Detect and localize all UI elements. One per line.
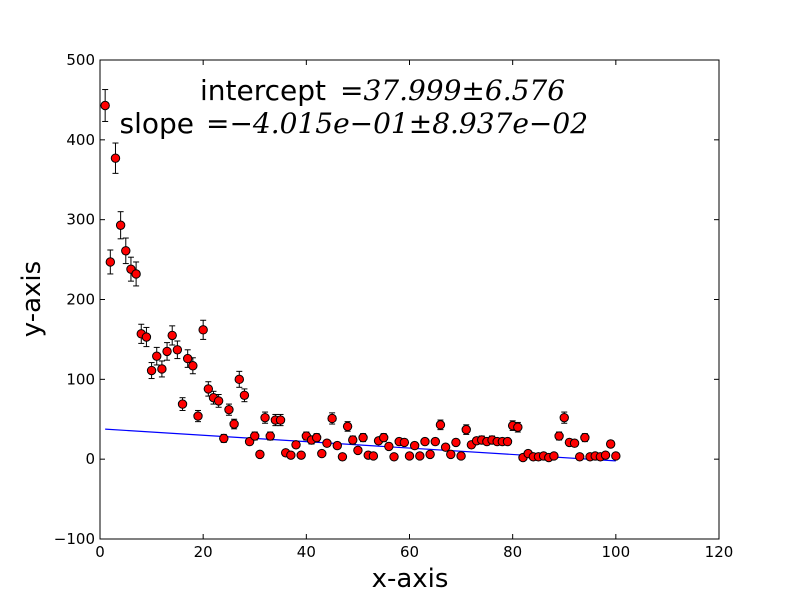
- data-point: [353, 445, 363, 456]
- data-point: [425, 449, 435, 460]
- data-point: [172, 345, 183, 355]
- data-point: [461, 424, 471, 435]
- data-point: [435, 420, 446, 430]
- x-tick-label: 100: [602, 543, 631, 561]
- data-point: [368, 451, 379, 461]
- annotation-slope-label: slope: [120, 107, 195, 140]
- data-point: [100, 100, 110, 111]
- data-point: [286, 450, 296, 460]
- x-tick-label: 60: [400, 543, 419, 561]
- data-point: [234, 374, 244, 385]
- data-point: [115, 220, 126, 230]
- data-point: [224, 404, 234, 415]
- data-point: [105, 257, 116, 267]
- data-point: [265, 431, 275, 441]
- data-point: [399, 437, 410, 448]
- data-point: [198, 325, 208, 335]
- data-point: [605, 439, 616, 449]
- data-point: [219, 433, 229, 444]
- data-point: [358, 432, 368, 443]
- data-point: [554, 431, 564, 441]
- data-point: [296, 450, 306, 460]
- data-point: [177, 399, 188, 409]
- x-tick-label: 20: [194, 543, 213, 561]
- data-point: [337, 452, 348, 462]
- data-point: [513, 422, 523, 432]
- x-tick-label: 80: [503, 543, 522, 561]
- data-point: [322, 438, 332, 448]
- data-point: [415, 451, 425, 461]
- y-tick-label: 100: [66, 370, 95, 388]
- data-point: [389, 452, 399, 462]
- data-point: [203, 384, 214, 394]
- data-point: [131, 269, 141, 279]
- data-point: [332, 440, 342, 451]
- data-point: [182, 353, 193, 364]
- y-tick-label: −100: [54, 530, 95, 548]
- y-axis-label: y-axis: [17, 261, 47, 337]
- data-point: [384, 441, 394, 452]
- data-point: [213, 396, 224, 406]
- data-point: [456, 451, 466, 461]
- data-point: [193, 411, 203, 421]
- data-point: [420, 436, 430, 447]
- x-tick-label: 120: [705, 543, 734, 561]
- data-point: [580, 432, 590, 443]
- data-point: [121, 246, 131, 256]
- data-point: [188, 361, 198, 371]
- y-tick-label: 400: [66, 131, 95, 149]
- data-point: [600, 450, 611, 460]
- data-point: [250, 431, 260, 441]
- data-point: [110, 153, 121, 163]
- y-tick-label: 500: [66, 51, 95, 69]
- data-point: [327, 413, 337, 424]
- data-point: [342, 421, 353, 432]
- data-point: [379, 432, 389, 443]
- data-point: [502, 436, 513, 447]
- data-point: [311, 432, 322, 443]
- data-point: [167, 330, 177, 341]
- data-point: [152, 351, 162, 361]
- data-point: [451, 437, 461, 448]
- annotation-slope-value: =−4.015e−01±8.937e−02: [206, 107, 588, 140]
- data-point: [559, 412, 569, 423]
- data-point: [569, 438, 580, 448]
- data-point: [611, 451, 621, 461]
- data-points-group: [100, 100, 621, 463]
- data-point: [229, 419, 239, 429]
- data-point: [275, 415, 286, 425]
- annotation-intercept-value: =37.999±6.576: [340, 74, 565, 107]
- data-point: [291, 440, 301, 450]
- data-point: [575, 452, 585, 462]
- x-axis-label: x-axis: [372, 564, 449, 594]
- y-tick-label: 0: [85, 450, 95, 468]
- data-point: [440, 442, 451, 452]
- data-point: [239, 390, 250, 400]
- x-tick-label: 40: [297, 543, 316, 561]
- y-tick-label: 300: [66, 211, 95, 229]
- data-point: [260, 412, 270, 423]
- data-point: [141, 332, 152, 342]
- data-point: [409, 440, 420, 451]
- data-point: [348, 435, 358, 445]
- x-tick-label: 0: [95, 543, 105, 561]
- data-point: [549, 451, 559, 461]
- annotation-intercept-label: intercept: [200, 74, 326, 107]
- y-tick-label: 200: [66, 291, 95, 309]
- data-point: [430, 436, 440, 447]
- data-point: [157, 364, 167, 374]
- data-point: [146, 365, 157, 376]
- data-point: [446, 449, 456, 460]
- data-point: [162, 346, 172, 357]
- data-point: [404, 451, 415, 461]
- data-point: [255, 449, 265, 460]
- data-point: [317, 448, 327, 459]
